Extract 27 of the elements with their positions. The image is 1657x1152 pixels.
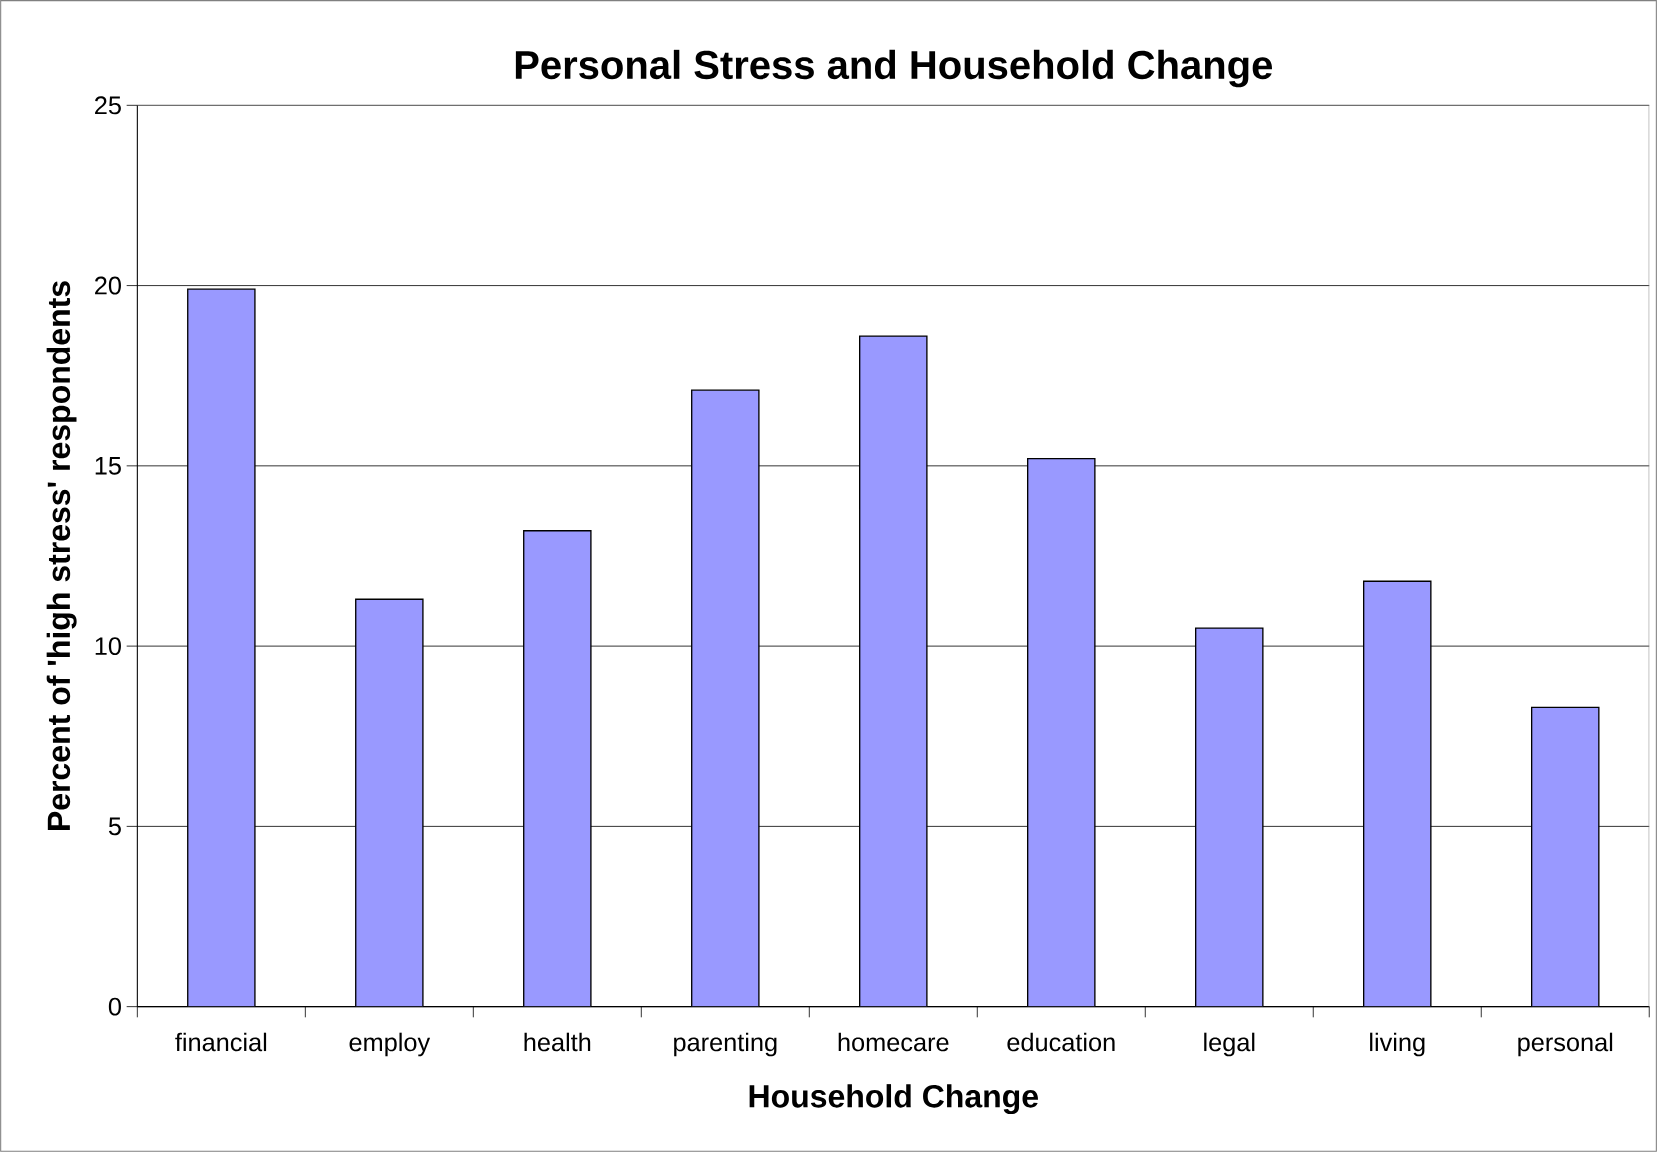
x-tick-label: homecare bbox=[838, 1032, 949, 1052]
y-tick-label: 20 bbox=[95, 276, 121, 295]
bar bbox=[1027, 457, 1096, 1007]
x-tick-label: employ bbox=[349, 1032, 431, 1057]
y-tick-label: 25 bbox=[95, 96, 121, 115]
y-tick-label: 0 bbox=[108, 997, 121, 1016]
bar bbox=[523, 530, 592, 1007]
bar bbox=[859, 335, 928, 1007]
x-tick-label: education bbox=[1007, 1032, 1115, 1052]
x-tick-label: legal bbox=[1204, 1032, 1255, 1057]
bar bbox=[1195, 627, 1264, 1007]
bar bbox=[1362, 580, 1432, 1007]
x-tick-label: personal bbox=[1518, 1032, 1613, 1057]
x-tick-label: financial bbox=[175, 1032, 267, 1052]
x-tick-label: health bbox=[524, 1032, 591, 1052]
y-axis-title: Percent of 'high stress' respondents bbox=[46, 281, 77, 830]
x-tick-label: living bbox=[1370, 1032, 1425, 1057]
bar bbox=[1530, 706, 1600, 1007]
x-tick-label: parenting bbox=[674, 1032, 777, 1057]
chart-title: Personal Stress and Household Change bbox=[515, 49, 1273, 88]
x-axis-title: Household Change bbox=[749, 1084, 1038, 1115]
y-tick-label: 15 bbox=[95, 457, 121, 475]
y-tick-label: 5 bbox=[108, 817, 121, 836]
bar bbox=[691, 389, 760, 1007]
y-tick-label: 10 bbox=[95, 637, 121, 656]
bar bbox=[187, 288, 256, 1007]
bar bbox=[355, 598, 424, 1007]
